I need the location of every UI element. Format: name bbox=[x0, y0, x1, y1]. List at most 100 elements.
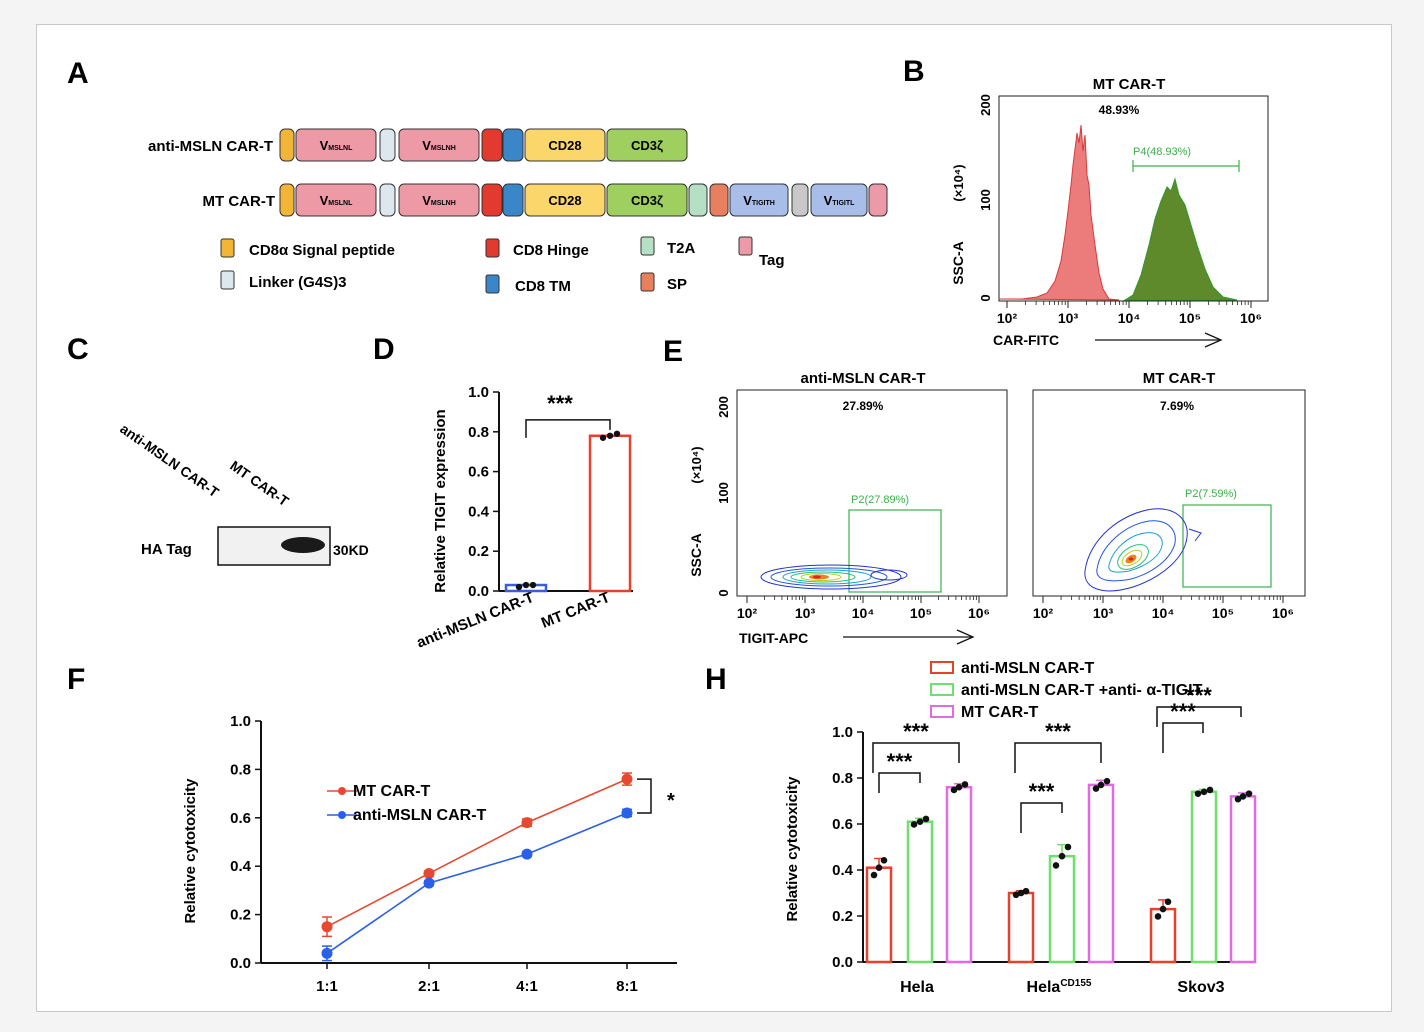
flow-title: MT CAR-T bbox=[1093, 76, 1165, 93]
y-tick-label: 0.8 bbox=[468, 424, 489, 441]
legend-swatch bbox=[930, 705, 954, 718]
flow-percent: 7.69% bbox=[1160, 399, 1194, 413]
y-tick: 0 bbox=[716, 589, 731, 596]
legend-label: MT CAR-T bbox=[961, 704, 1039, 721]
flow-title: MT CAR-T bbox=[1143, 370, 1215, 387]
bar bbox=[1087, 783, 1115, 964]
legend-swatch bbox=[640, 272, 655, 292]
x-group-label: HelaCD155 bbox=[1027, 978, 1092, 996]
y-axis-label: Relative cytotoxicity bbox=[182, 778, 199, 924]
legend-label: anti-MSLN CAR-T +anti- α-TIGIT bbox=[961, 682, 1203, 699]
significance-bracket bbox=[1162, 722, 1204, 753]
significance-label: *** bbox=[903, 719, 929, 744]
legend-label: CD8 Hinge bbox=[513, 242, 589, 259]
data-point bbox=[621, 773, 633, 785]
x-tick-label: 10⁴ bbox=[1118, 310, 1141, 326]
significance-label: *** bbox=[547, 391, 573, 416]
data-point bbox=[423, 867, 435, 879]
data-point bbox=[1052, 862, 1060, 869]
data-point bbox=[521, 848, 533, 860]
x-tick-label: 10⁵ bbox=[1179, 310, 1201, 326]
gate-label: P4(48.93%) bbox=[1133, 146, 1191, 158]
vh-tigit-segment bbox=[729, 183, 789, 217]
x-tick-label: 10² bbox=[1033, 605, 1054, 621]
y-tick: 0 bbox=[978, 294, 993, 301]
construct-row-label: anti-MSLN CAR-T bbox=[148, 138, 273, 155]
chart-d: Relative TIGIT expression *** anti-MSLN … bbox=[414, 384, 633, 652]
x-tick-label: 10⁴ bbox=[852, 605, 875, 621]
x-tick-label: 10⁶ bbox=[1240, 310, 1262, 326]
vl-msln-segment bbox=[295, 128, 377, 162]
vh-msln-segment bbox=[398, 183, 480, 217]
tag-segment bbox=[868, 183, 888, 217]
y-tick: 100 bbox=[716, 482, 731, 504]
histogram-negative bbox=[998, 124, 1120, 301]
vl-msln-segment-label: VMSLNL bbox=[320, 138, 354, 153]
plot-frame bbox=[998, 95, 1269, 302]
vh-msln-segment bbox=[398, 128, 480, 162]
gate-label: P2(7.59%) bbox=[1185, 488, 1237, 500]
cd3z-segment bbox=[606, 183, 688, 217]
data-point bbox=[1154, 913, 1162, 920]
blot-band bbox=[281, 537, 325, 553]
series-line bbox=[326, 812, 628, 954]
y-tick-label: 0.4 bbox=[230, 858, 252, 875]
bar bbox=[1190, 790, 1218, 964]
data-point bbox=[1103, 777, 1111, 785]
histogram-positive bbox=[1123, 177, 1238, 301]
data-point bbox=[599, 434, 607, 441]
y-tick-label: 1.0 bbox=[230, 713, 251, 730]
data-point bbox=[621, 807, 633, 819]
data-point bbox=[515, 583, 523, 591]
bar bbox=[588, 434, 632, 593]
x-tick-label: 10⁵ bbox=[910, 605, 932, 621]
vh-msln-segment-label: VMSLNH bbox=[422, 138, 456, 153]
legend-label: anti-MSLN CAR-T bbox=[961, 660, 1095, 677]
gate-label: P2(27.89%) bbox=[851, 494, 909, 506]
cd3z-segment-label: CD3ζ bbox=[631, 138, 663, 153]
x-group-label: Skov3 bbox=[1177, 979, 1224, 996]
construct-row-label: MT CAR-T bbox=[203, 193, 275, 210]
y-tick-label: 0.6 bbox=[468, 464, 489, 481]
cd8-tm-segment bbox=[502, 183, 524, 217]
x-axis-arrowhead bbox=[956, 629, 975, 645]
x-tick-label: 10⁵ bbox=[1212, 605, 1234, 621]
y-tick-label: 0.6 bbox=[832, 816, 853, 833]
plot-frame bbox=[1032, 389, 1306, 597]
construct-row-anti-msln: VMSLNL VMSLNH CD28 CD3ζ bbox=[279, 128, 688, 162]
figure: A B C D E F H anti-MSLN CAR-T MT CAR-T V… bbox=[36, 24, 1392, 1012]
legend-swatch bbox=[640, 236, 655, 256]
y-tick-label: 0.0 bbox=[832, 954, 853, 971]
panel-label-a: A bbox=[67, 57, 89, 90]
y-tick-label: 0.4 bbox=[832, 862, 854, 879]
bar bbox=[1048, 854, 1076, 964]
data-point bbox=[922, 815, 930, 823]
flow-percent: 48.93% bbox=[1099, 103, 1140, 117]
data-point bbox=[961, 781, 969, 788]
x-axis-label: TIGIT-APC bbox=[739, 630, 808, 646]
vh-msln-segment-label: VMSLNH bbox=[422, 193, 456, 208]
construct-diagram: anti-MSLN CAR-T MT CAR-T VMSLNL VMSLNH CD2… bbox=[148, 128, 888, 295]
flow-percent: 27.89% bbox=[843, 399, 884, 413]
legend-swatch bbox=[930, 661, 954, 674]
vl-msln-segment bbox=[295, 183, 377, 217]
data-point bbox=[1164, 898, 1172, 906]
significance-bracket bbox=[1020, 802, 1063, 833]
significance-label: * bbox=[667, 790, 675, 812]
panel-label-e: E bbox=[663, 335, 683, 368]
legend-swatch bbox=[220, 238, 235, 258]
bar bbox=[1149, 907, 1177, 964]
x-category-label: MT CAR-T bbox=[539, 589, 613, 632]
legend-swatch bbox=[930, 683, 954, 696]
data-point bbox=[870, 871, 878, 879]
x-axis-arrowhead bbox=[1204, 332, 1223, 348]
legend-label: Linker (G4S)3 bbox=[249, 274, 347, 291]
y-tick-label: 0.4 bbox=[468, 503, 490, 520]
x-axis-label: CAR-FITC bbox=[993, 332, 1059, 348]
x-tick-label: 10³ bbox=[795, 605, 816, 621]
legend-label: CD8 TM bbox=[515, 278, 571, 295]
y-tick-label: 1.0 bbox=[468, 384, 489, 401]
cd8-hinge-segment bbox=[481, 183, 503, 217]
data-point bbox=[1097, 781, 1105, 789]
data-point bbox=[521, 817, 533, 829]
